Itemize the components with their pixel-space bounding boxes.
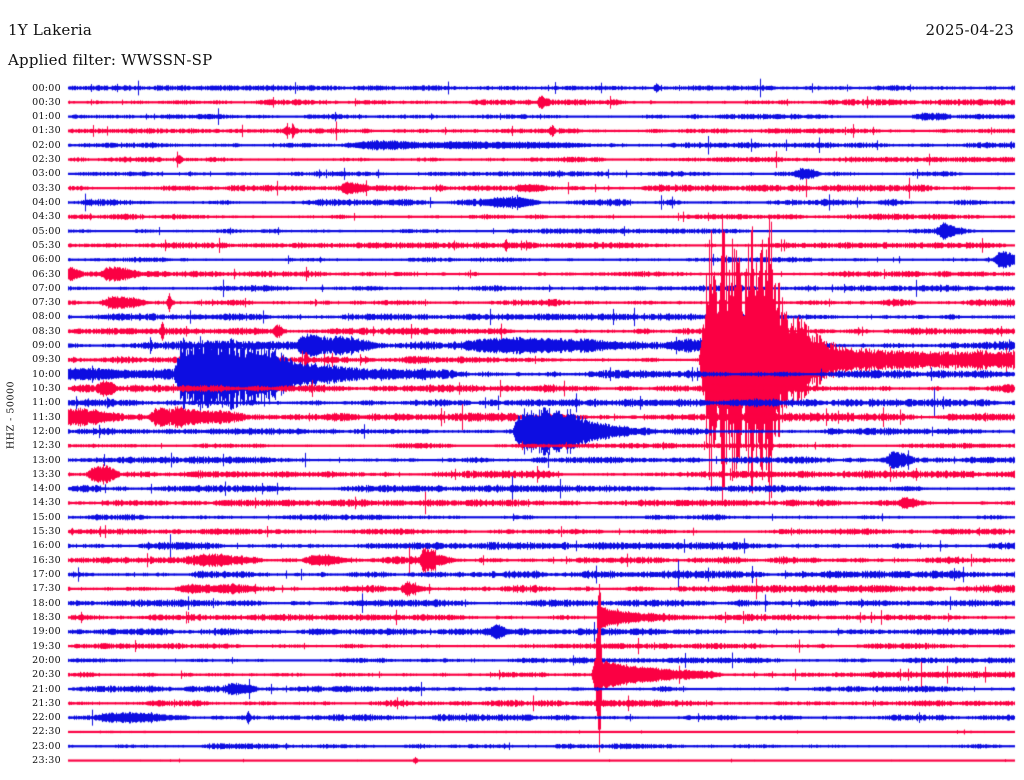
time-label: 09:30 bbox=[32, 354, 61, 366]
time-label: 20:00 bbox=[32, 654, 61, 666]
time-label: 08:00 bbox=[32, 311, 61, 323]
time-label: 06:30 bbox=[32, 268, 61, 280]
time-label: 21:30 bbox=[32, 697, 61, 709]
time-label: 16:00 bbox=[32, 540, 61, 552]
time-label: 19:00 bbox=[32, 626, 61, 638]
time-label: 02:30 bbox=[32, 154, 61, 166]
time-label: 22:30 bbox=[32, 726, 61, 738]
time-label: 20:30 bbox=[32, 669, 61, 681]
time-label: 22:00 bbox=[32, 712, 61, 724]
time-label: 12:00 bbox=[32, 425, 61, 437]
time-label: 17:00 bbox=[32, 569, 61, 581]
applied-filter-label: Applied filter: WWSSN-SP bbox=[8, 51, 213, 69]
time-label: 10:00 bbox=[32, 368, 61, 380]
time-label: 00:00 bbox=[32, 82, 61, 94]
time-label: 11:00 bbox=[32, 397, 61, 409]
time-label: 09:00 bbox=[32, 340, 61, 352]
time-label: 03:30 bbox=[32, 182, 61, 194]
time-label: 23:00 bbox=[32, 740, 61, 752]
date-label: 2025-04-23 bbox=[925, 21, 1014, 39]
station-title: 1Y Lakeria bbox=[8, 21, 92, 39]
time-label: 15:30 bbox=[32, 526, 61, 538]
time-label: 04:00 bbox=[32, 196, 61, 208]
time-label: 05:00 bbox=[32, 225, 61, 237]
time-label: 00:30 bbox=[32, 96, 61, 108]
time-label: 12:30 bbox=[32, 440, 61, 452]
time-label: 23:30 bbox=[32, 755, 61, 767]
time-label: 06:00 bbox=[32, 254, 61, 266]
time-label: 21:00 bbox=[32, 683, 61, 695]
time-label: 18:00 bbox=[32, 597, 61, 609]
time-label: 13:00 bbox=[32, 454, 61, 466]
time-label: 14:30 bbox=[32, 497, 61, 509]
time-label: 04:30 bbox=[32, 211, 61, 223]
time-label: 13:30 bbox=[32, 468, 61, 480]
time-label: 05:30 bbox=[32, 239, 61, 251]
time-label: 19:30 bbox=[32, 640, 61, 652]
time-label: 10:30 bbox=[32, 383, 61, 394]
time-label: 11:30 bbox=[32, 411, 61, 423]
time-label: 14:00 bbox=[32, 483, 61, 495]
time-label: 07:00 bbox=[32, 282, 61, 294]
time-label: 01:00 bbox=[32, 111, 61, 123]
time-label: 08:30 bbox=[32, 325, 61, 337]
time-label: 15:00 bbox=[32, 511, 61, 523]
time-label: 17:30 bbox=[32, 583, 61, 595]
time-label: 01:30 bbox=[32, 125, 61, 137]
time-label: 07:30 bbox=[32, 297, 61, 309]
time-label: 02:00 bbox=[32, 139, 61, 151]
time-label: 18:30 bbox=[32, 611, 61, 623]
time-label: 03:00 bbox=[32, 168, 61, 180]
time-label: 16:30 bbox=[32, 554, 61, 566]
